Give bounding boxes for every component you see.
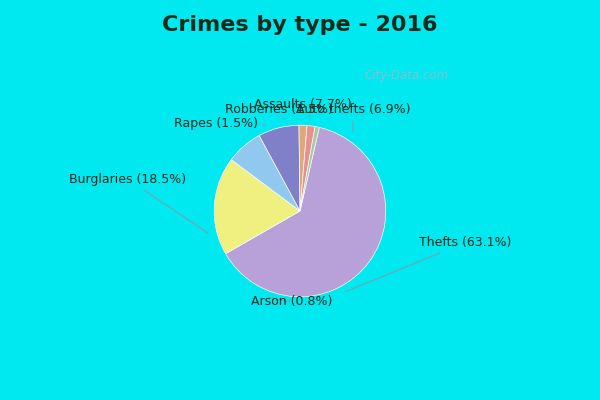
Wedge shape [300,126,319,211]
Wedge shape [300,126,315,211]
Text: Assaults (7.7%): Assaults (7.7%) [254,98,352,117]
Wedge shape [231,136,300,211]
Wedge shape [299,125,307,211]
Text: Burglaries (18.5%): Burglaries (18.5%) [70,173,208,233]
Wedge shape [214,160,300,254]
Text: Thefts (63.1%): Thefts (63.1%) [346,236,511,292]
Text: Rapes (1.5%): Rapes (1.5%) [174,117,265,130]
Text: City-Data.com: City-Data.com [364,69,448,82]
Text: Auto thefts (6.9%): Auto thefts (6.9%) [296,103,410,132]
Wedge shape [226,127,386,297]
Text: Arson (0.8%): Arson (0.8%) [251,296,333,308]
Text: Crimes by type - 2016: Crimes by type - 2016 [162,15,438,35]
Wedge shape [259,125,300,211]
Text: Robberies (1.5%): Robberies (1.5%) [225,103,333,120]
